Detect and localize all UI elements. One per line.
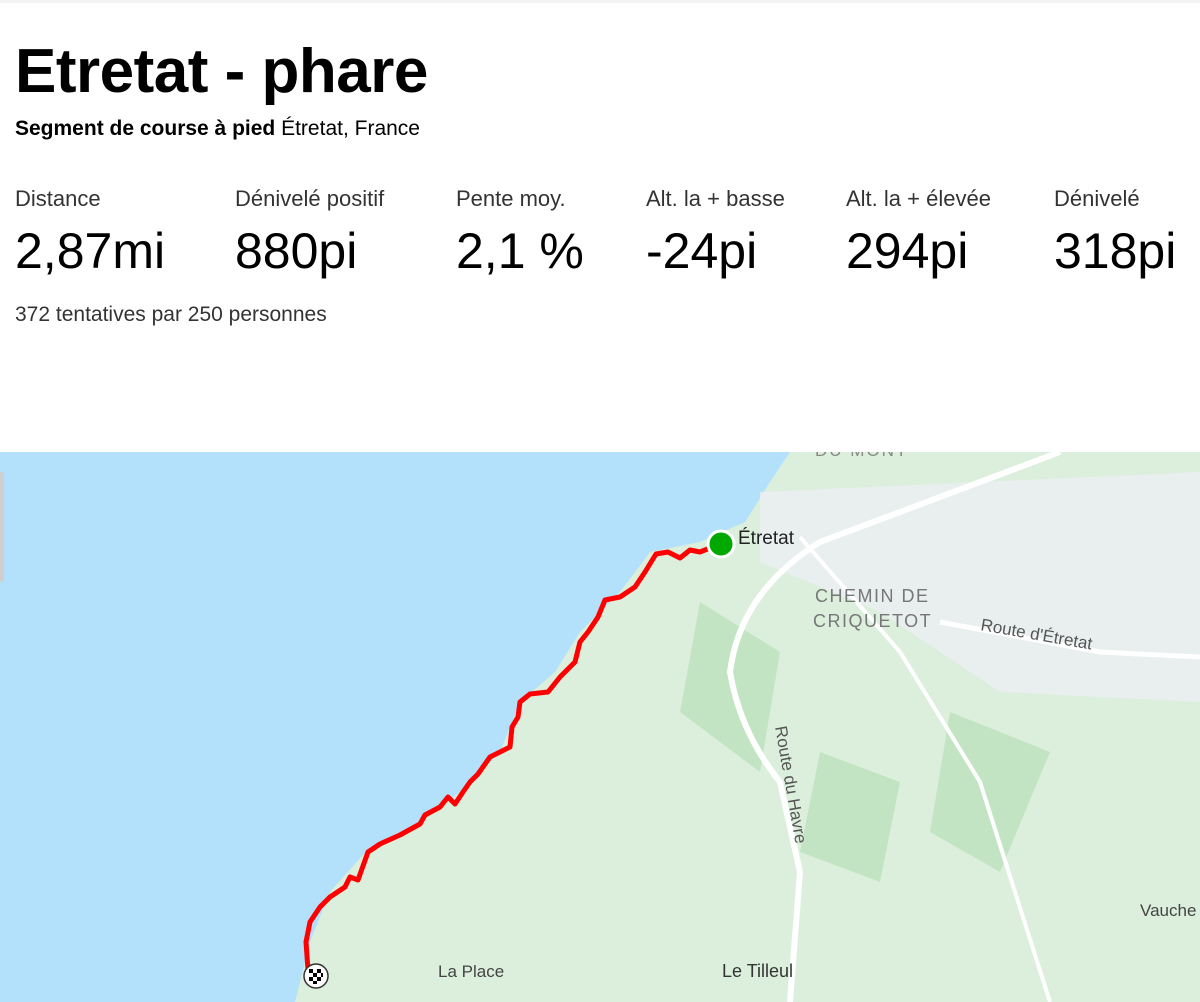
- forest-area: [680, 602, 1050, 882]
- road-route-etretat: [939, 619, 1200, 660]
- sea: [0, 452, 790, 1002]
- map-label-du-mont: DU MONT: [815, 452, 908, 460]
- map-label-le-tilleul: Le Tilleul: [722, 961, 793, 981]
- stat-lowest-elev: Alt. la + basse -24pi: [646, 186, 785, 280]
- segment-location: Étretat, France: [281, 117, 420, 140]
- stat-label: Pente moy.: [456, 186, 566, 211]
- stat-label: Dénivelé positif: [235, 186, 385, 211]
- stat-label: Distance: [15, 186, 101, 211]
- stat-value: -24pi: [646, 223, 758, 279]
- road-route-du-havre: [726, 452, 1062, 1002]
- segment-type: Segment de course à pied: [15, 117, 276, 140]
- stat-label: Dénivelé: [1054, 186, 1140, 211]
- top-divider: [0, 0, 1200, 3]
- map-label-la-place: La Place: [438, 962, 504, 981]
- stat-value: 2,87mi: [15, 223, 166, 279]
- town-area: [760, 472, 1200, 702]
- stat-label: Alt. la + basse: [646, 186, 785, 211]
- attempts-count: 372 tentatives par 250 personnes: [15, 303, 327, 326]
- stat-elevation-gain: Dénivelé positif 880pi: [235, 186, 384, 280]
- road-secondary: [798, 535, 1052, 1002]
- map-label-etretat: Étretat: [738, 528, 795, 549]
- page-title: Etretat - phare: [15, 37, 428, 106]
- stat-elev-difference: Dénivelé 318pi: [1054, 186, 1176, 280]
- stat-avg-grade: Pente moy. 2,1 %: [456, 186, 584, 280]
- segment-map[interactable]: DU MONT Étretat CHEMIN DE CRIQUETOT Rout…: [0, 452, 1200, 1002]
- stat-highest-elev: Alt. la + élevée 294pi: [846, 186, 991, 280]
- segment-route-line: [303, 541, 721, 971]
- stat-value: 318pi: [1054, 223, 1177, 279]
- checkered-flag-icon: [303, 963, 329, 989]
- side-handle[interactable]: [0, 472, 4, 582]
- segment-subtitle: Segment de course à pied Étretat, France: [15, 116, 420, 142]
- map-label-chemin-2: CRIQUETOT: [813, 611, 932, 631]
- stat-distance: Distance 2,87mi: [15, 186, 165, 280]
- green-circle-icon: [706, 529, 736, 559]
- stat-label: Alt. la + élevée: [846, 186, 991, 211]
- stat-value: 880pi: [235, 223, 358, 279]
- stat-value: 2,1 %: [456, 223, 584, 279]
- stat-value: 294pi: [846, 223, 969, 279]
- map-label-vauche: Vauche: [1140, 901, 1196, 920]
- map-label-chemin-1: CHEMIN DE: [815, 586, 930, 606]
